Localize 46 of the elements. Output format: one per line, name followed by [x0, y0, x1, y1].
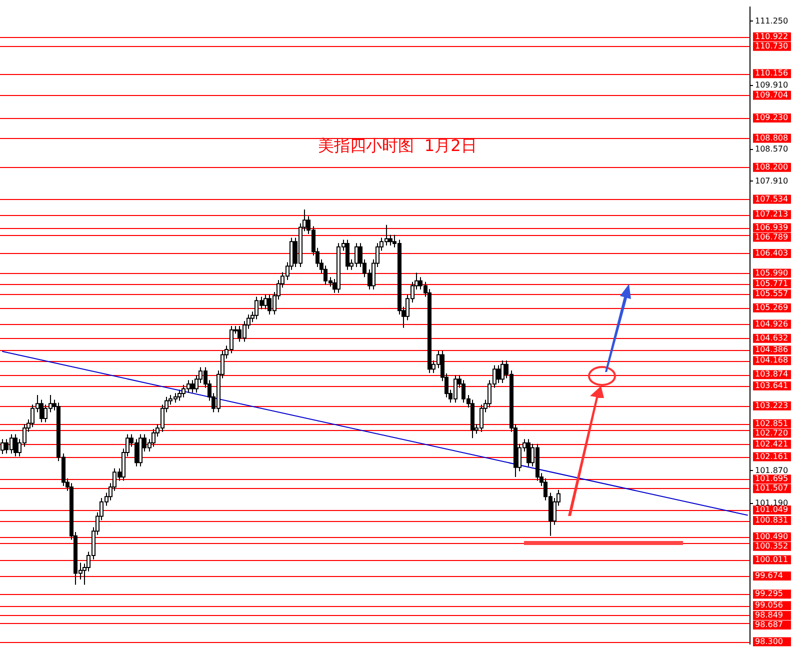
ref-line-label: 101.507: [755, 484, 788, 493]
ref-line-label: 101.049: [755, 505, 788, 514]
ref-line-label: 103.223: [755, 400, 788, 410]
ref-line-label: 102.161: [755, 452, 788, 461]
y-tick-label: 109.910: [755, 80, 788, 90]
ref-line-label: 108.200: [755, 162, 788, 172]
ref-line-label: 98.849: [755, 610, 783, 620]
ref-line-label: 108.808: [755, 133, 788, 142]
ref-line-label: 110.730: [755, 41, 788, 50]
ref-line-label: 103.641: [755, 380, 788, 390]
ref-line-label: 105.990: [755, 268, 788, 278]
ref-line-label: 105.269: [755, 302, 788, 312]
ref-line-label: 102.851: [755, 418, 788, 428]
ref-line-label: 105.771: [755, 278, 788, 288]
ref-line-label: 100.490: [755, 532, 788, 541]
ref-line-label: 102.421: [755, 439, 788, 448]
y-tick-label: 101.870: [755, 466, 788, 475]
ref-line-label: 110.156: [755, 68, 788, 78]
ref-line-label: 98.687: [755, 620, 783, 630]
ref-line-label: 106.939: [755, 222, 788, 232]
y-tick-label: 107.910: [755, 176, 788, 186]
ref-line-label: 109.230: [755, 113, 788, 122]
ref-line-label: 100.011: [755, 554, 788, 564]
y-tick-label: 101.190: [755, 498, 788, 508]
ref-line-label: 98.300: [755, 636, 783, 646]
ref-line-label: 102.720: [755, 428, 788, 438]
ref-line-label: 107.213: [755, 210, 788, 219]
ref-line-label: 99.295: [755, 589, 783, 598]
ref-line-label: 106.403: [755, 248, 788, 258]
ref-line-label: 107.534: [755, 194, 788, 204]
ref-line-label: 101.695: [755, 474, 788, 484]
ref-line-label: 104.926: [755, 319, 788, 328]
ref-line-label: 103.874: [755, 370, 788, 379]
ref-line-label: 106.789: [755, 232, 788, 242]
ref-line-label: 100.831: [755, 516, 788, 525]
ref-line-label: 104.386: [755, 345, 788, 354]
ref-line-label: 99.056: [755, 600, 783, 610]
ref-line-label: 105.557: [755, 289, 788, 298]
ref-line-label: 110.922: [755, 32, 788, 41]
y-tick-label: 108.570: [755, 144, 788, 154]
ref-line-label: 104.632: [755, 333, 788, 342]
ref-line-label: 99.674: [755, 571, 783, 580]
ref-line-label: 104.168: [755, 356, 788, 365]
ref-line-label: 109.704: [755, 90, 788, 100]
ref-line-label: 100.352: [755, 541, 788, 550]
y-tick-label: 111.250: [755, 16, 788, 26]
